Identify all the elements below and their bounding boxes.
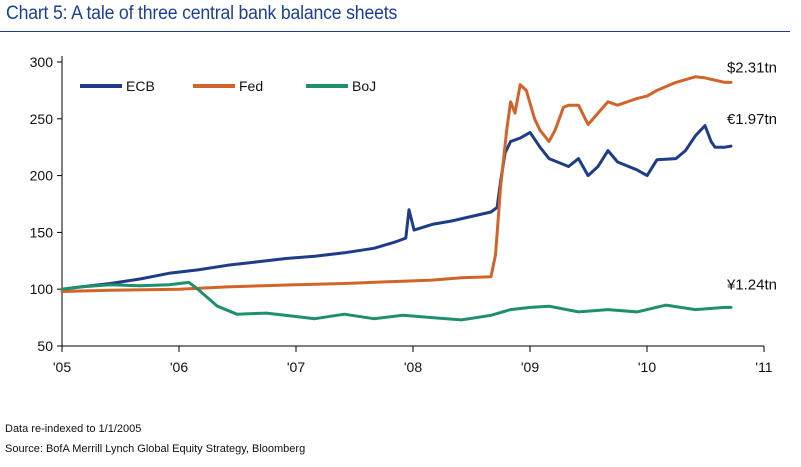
footnote-source: Source: BofA Merrill Lynch Global Equity… bbox=[5, 443, 306, 455]
series-line-fed bbox=[60, 75, 733, 293]
end-label-boj: ¥1.24tn bbox=[726, 276, 777, 293]
series-line-ecb bbox=[60, 124, 733, 291]
y-tick-label: 200 bbox=[30, 168, 54, 184]
legend-label-fed: Fed bbox=[239, 78, 263, 94]
title-rule bbox=[0, 31, 790, 32]
end-label-ecb: €1.97tn bbox=[727, 111, 777, 128]
y-tick-label: 150 bbox=[30, 224, 54, 240]
y-tick-label: 300 bbox=[30, 54, 54, 70]
y-tick-label: 100 bbox=[30, 281, 54, 297]
end-labels: €1.97tn $2.31tn ¥1.24tn bbox=[726, 59, 777, 293]
x-tick-label: '05 bbox=[53, 359, 71, 375]
x-tick-label: '07 bbox=[287, 359, 305, 375]
legend-label-ecb: ECB bbox=[126, 78, 155, 94]
chart-title: Chart 5: A tale of three central bank ba… bbox=[6, 3, 398, 24]
legend-label-boj: BoJ bbox=[352, 78, 376, 94]
x-tick-label: '11 bbox=[755, 359, 772, 375]
chart-lines bbox=[60, 75, 733, 322]
series-line-boj bbox=[60, 280, 733, 322]
y-tick-label: 50 bbox=[37, 338, 53, 354]
y-tick-label: 250 bbox=[30, 111, 54, 127]
end-label-fed: $2.31tn bbox=[727, 59, 777, 76]
footnote-reindex: Data re-indexed to 1/1/2005 bbox=[5, 423, 142, 435]
line-chart: 50 100 150 200 250 300 '05 '06 '07 '08 '09 '10 '11 E… bbox=[30, 54, 777, 375]
chart-legend: ECB Fed BoJ bbox=[80, 78, 376, 94]
x-tick-label: '06 bbox=[170, 359, 188, 375]
x-tick-label: '08 bbox=[404, 359, 422, 375]
chart-axes: 50 100 150 200 250 300 '05 '06 '07 '08 '09 '10 '11 bbox=[30, 54, 773, 375]
x-tick-label: '09 bbox=[521, 359, 539, 375]
x-tick-label: '10 bbox=[638, 359, 656, 375]
